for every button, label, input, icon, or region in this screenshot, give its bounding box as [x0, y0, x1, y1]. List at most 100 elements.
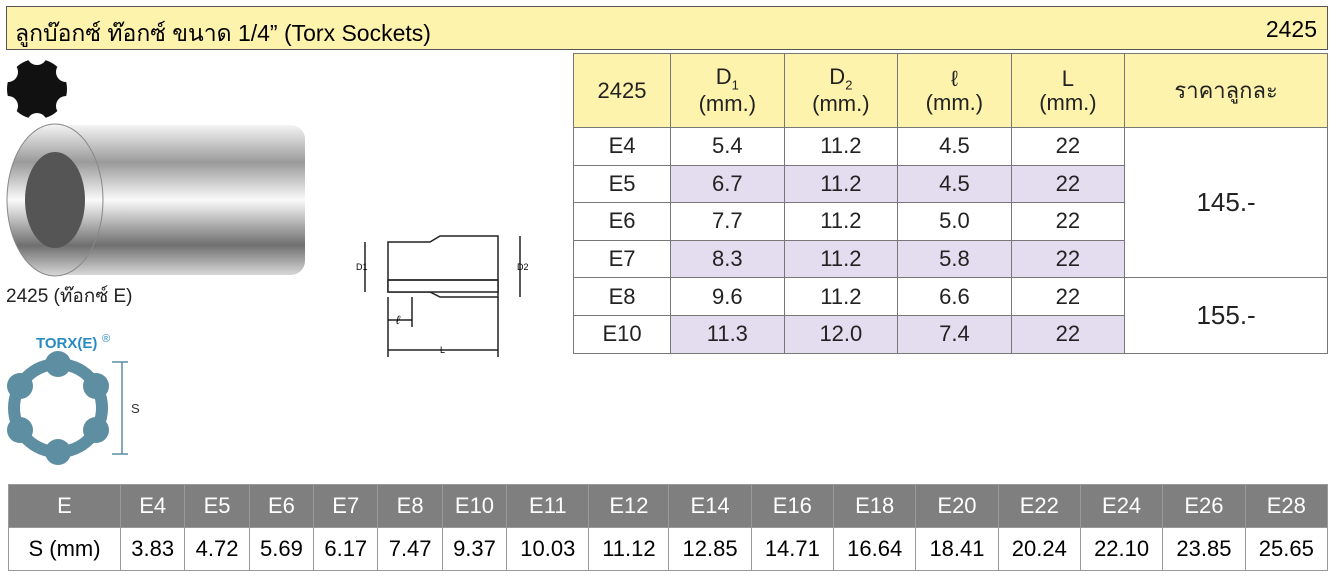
table-cell: 22 — [1010, 277, 1126, 316]
table-cell: 11.3 — [670, 314, 785, 354]
size-cell: E14 — [668, 484, 752, 528]
table-cell: E7 — [572, 239, 672, 279]
header-main: L — [1061, 66, 1075, 92]
table-cell: 22 — [1010, 314, 1126, 354]
column-header: L (mm.) — [1010, 53, 1126, 128]
table-cell: 7.4 — [897, 314, 1012, 354]
size-cell: E7 — [313, 484, 379, 528]
table-cell: 11.2 — [783, 202, 899, 241]
table-cell: 5.0 — [897, 202, 1012, 241]
table-row: E7 8.3 11.2 5.8 22 — [572, 239, 1328, 279]
header-bar: ลูกบ๊อกซ์ ท๊อกซ์ ขนาด 1/4” (Torx Sockets… — [6, 6, 1328, 50]
size-value: 4.72 — [184, 527, 250, 571]
size-cell: E11 — [506, 484, 590, 528]
header-unit: (mm.) — [1039, 89, 1097, 115]
size-value: 25.65 — [1244, 527, 1329, 571]
dimension-s: S — [131, 401, 140, 416]
column-header: D1 (mm.) — [670, 53, 785, 128]
torx-icon — [0, 52, 76, 133]
size-cell: E20 — [915, 484, 999, 528]
size-value: 22.10 — [1079, 527, 1164, 571]
header-main: ราคาลูกละ — [1174, 77, 1278, 103]
column-header: D2 (mm.) — [783, 53, 899, 128]
size-cell: E28 — [1244, 484, 1329, 528]
socket-photo — [6, 123, 305, 277]
size-cell: E5 — [184, 484, 250, 528]
table-cell: 4.5 — [897, 127, 1012, 166]
table-cell: 7.7 — [670, 202, 785, 241]
table-cell: E4 — [572, 127, 672, 166]
size-value: 20.24 — [997, 527, 1081, 571]
header-main: ℓ — [950, 66, 958, 92]
diagram-label: D1 — [356, 262, 368, 272]
size-cell: E6 — [248, 484, 315, 528]
diagram-label: ℓ — [396, 313, 401, 327]
header-code: 2425 — [1265, 16, 1317, 42]
table-row: E8 9.6 11.2 6.6 22 155.- — [572, 277, 1328, 354]
spec-table: 2425 D1 (mm.) D2 (mm.) ℓ (mm.) L (mm.) ราคาลูกละ E… — [572, 53, 1328, 354]
header-main: 2425 — [597, 77, 647, 103]
size-cell: E12 — [588, 484, 670, 528]
size-value: 9.37 — [441, 527, 508, 571]
table-cell: 22 — [1010, 239, 1126, 279]
table-cell: 22 — [1010, 127, 1126, 166]
size-value: 18.41 — [915, 527, 999, 571]
table-cell: 11.2 — [783, 277, 899, 316]
header-unit: (mm.) — [812, 91, 870, 117]
size-row-label: S (mm) — [8, 527, 121, 571]
size-table: E E4 E5 E6 E7 E8 E10 E11 E12 E14 E16 E18 E20 E22 E24 E2… — [8, 484, 1329, 571]
table-cell: E10 — [572, 314, 672, 354]
size-value: 5.69 — [248, 527, 315, 571]
size-header-label: E — [8, 484, 121, 528]
header-sub: 1 — [731, 77, 739, 93]
torx-profile — [7, 351, 128, 465]
column-header: 2425 — [572, 53, 672, 128]
header-unit: (mm.) — [925, 89, 984, 115]
price-cell: 145.- — [1124, 126, 1328, 279]
price-cell: 155.- — [1124, 277, 1328, 354]
size-value: 12.85 — [668, 527, 752, 571]
table-cell: 6.6 — [897, 277, 1012, 316]
table-cell: 22 — [1010, 164, 1126, 204]
header-sub: 2 — [845, 77, 853, 93]
size-cell: E18 — [832, 484, 917, 528]
table-cell: 11.2 — [783, 239, 899, 279]
header-main: D — [829, 64, 846, 90]
size-value: 10.03 — [506, 527, 590, 571]
table-cell: 8.3 — [670, 239, 785, 279]
torx-mark: ® — [102, 333, 110, 345]
size-cell: E8 — [377, 484, 443, 528]
table-row: E4 5.4 11.2 4.5 22 145.- — [572, 126, 1328, 279]
size-cell: E4 — [119, 484, 186, 528]
size-cell: E26 — [1162, 484, 1246, 528]
table-row: E10 11.3 12.0 7.4 22 — [572, 314, 1328, 354]
table-cell: 22 — [1010, 202, 1126, 241]
size-value: 3.83 — [119, 527, 186, 571]
size-value: 11.12 — [588, 527, 670, 571]
table-row: E6 7.7 11.2 5.0 22 — [572, 202, 1328, 241]
table-cell: E8 — [572, 277, 672, 316]
column-header: ℓ (mm.) — [897, 53, 1012, 128]
header-title: ลูกบ๊อกซ์ ท๊อกซ์ ขนาด 1/4” (Torx Sockets… — [15, 20, 431, 46]
dimension-diagram — [364, 235, 521, 357]
table-cell: 12.0 — [783, 314, 899, 354]
size-cell: E10 — [441, 484, 508, 528]
torx-label: TORX(E) — [36, 335, 97, 352]
size-value: 16.64 — [832, 527, 917, 571]
size-cell: E22 — [997, 484, 1081, 528]
column-header: ราคาลูกละ — [1124, 53, 1328, 128]
size-value: 7.47 — [377, 527, 443, 571]
size-cell: E24 — [1079, 484, 1164, 528]
size-value: 6.17 — [313, 527, 379, 571]
table-cell: 5.4 — [670, 127, 785, 166]
table-cell: 5.8 — [897, 239, 1012, 279]
table-cell: 9.6 — [670, 277, 785, 316]
product-caption: 2425 (ท๊อกซ์ E) — [6, 285, 133, 307]
table-row: E5 6.7 11.2 4.5 22 — [572, 164, 1328, 204]
diagram-label: L — [440, 345, 445, 355]
diagram-label: D2 — [517, 262, 529, 272]
table-cell: E5 — [572, 164, 672, 204]
size-cell: E16 — [750, 484, 835, 528]
table-cell: 4.5 — [897, 164, 1012, 204]
